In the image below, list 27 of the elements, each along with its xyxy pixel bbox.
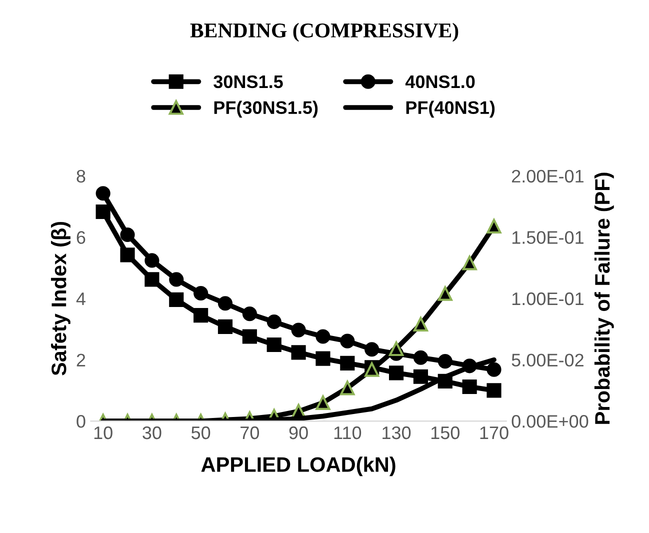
y-axis-title: Safety Index (β) — [50, 222, 70, 376]
y2-tick-label: 2.00E-01 — [512, 170, 584, 183]
x-axis-title: APPLIED LOAD(kN) — [201, 456, 396, 476]
legend-label: PF(30NS1.5) — [214, 100, 318, 118]
x-tick-label: 170 — [480, 426, 508, 440]
legend-label: 30NS1.5 — [214, 75, 283, 88]
y2-tick-label: 0.00E+00 — [512, 415, 588, 428]
y2-axis-title: Probability of Failure (PF) — [594, 172, 614, 424]
y2-tick-label: 1.00E-01 — [512, 292, 584, 306]
y-tick-label: 8 — [76, 170, 86, 183]
x-tick-label: 70 — [240, 426, 260, 440]
y-tick-label: 4 — [76, 292, 86, 306]
chart-title: BENDING (COMPRESSIVE) — [190, 22, 458, 42]
x-tick-label: 30 — [142, 426, 162, 440]
x-tick-label: 130 — [382, 426, 411, 440]
y2-tick-label: 1.50E-01 — [512, 231, 584, 244]
legend-label: PF(40NS1) — [406, 100, 495, 118]
y-tick-label: 2 — [76, 354, 86, 366]
y-tick-label: 6 — [76, 231, 86, 244]
legend-label: 40NS1.0 — [405, 75, 475, 88]
x-tick-label: 90 — [289, 426, 308, 440]
x-tick-label: 50 — [191, 426, 210, 440]
y-tick-label: 0 — [76, 415, 86, 428]
x-tick-label: 110 — [334, 426, 362, 440]
x-tick-label: 150 — [431, 426, 460, 440]
x-tick-label: 10 — [94, 426, 112, 440]
y2-tick-label: 5.00E-02 — [512, 354, 584, 366]
